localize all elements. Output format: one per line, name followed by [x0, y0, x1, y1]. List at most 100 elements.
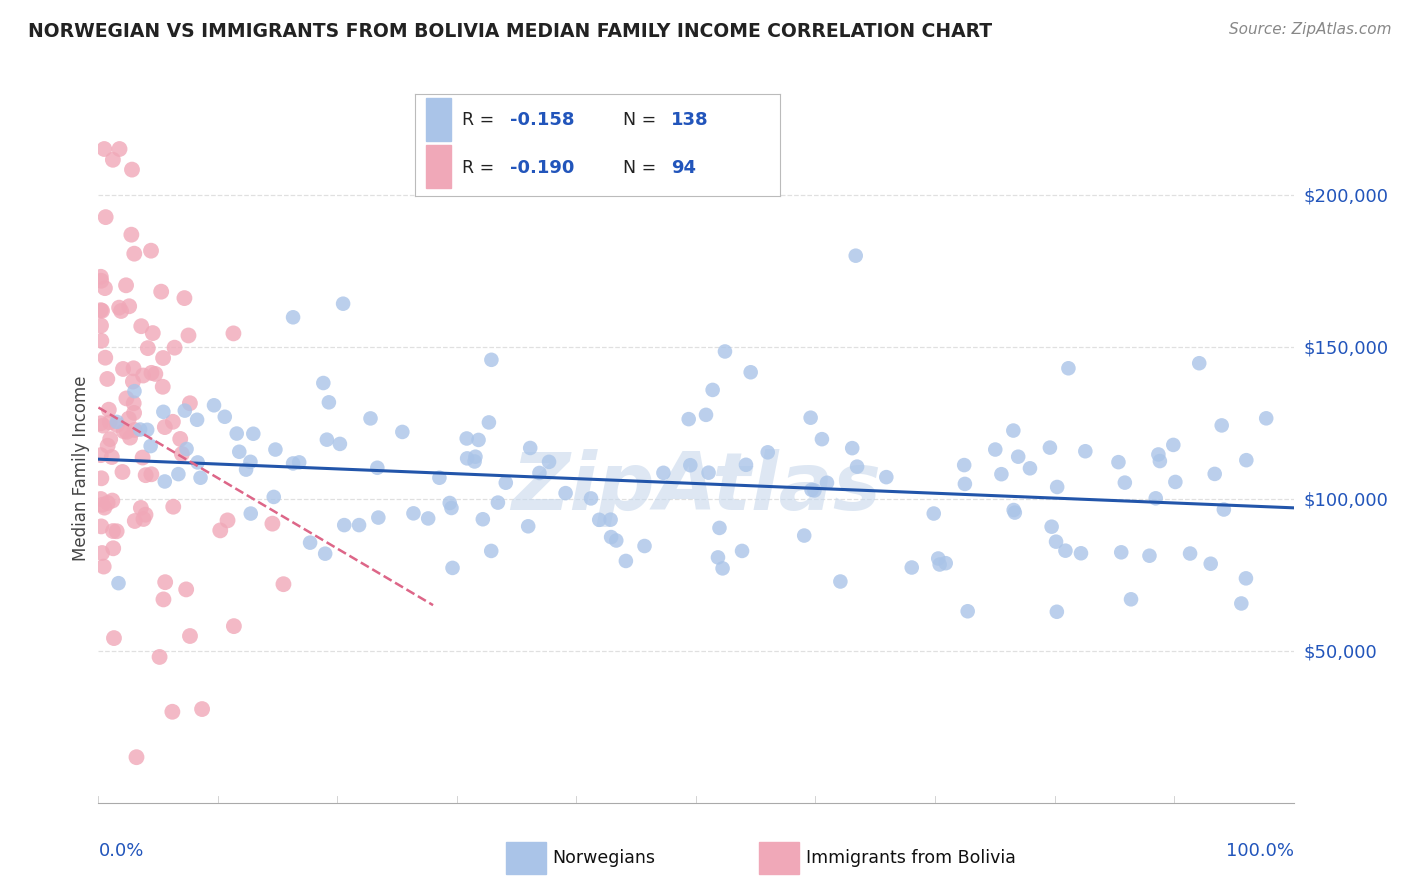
Point [1046, 605, 1069, 619]
Text: ZipAtlas: ZipAtlas [510, 450, 882, 527]
Point [124, 423, 146, 437]
Point [152, 405, 174, 419]
Point [956, 604, 979, 618]
Point [402, 507, 425, 521]
Point [141, 467, 163, 482]
Point [927, 551, 949, 566]
Point [709, 521, 731, 535]
Point [97, 402, 120, 417]
Point [367, 510, 389, 524]
Point [314, 547, 336, 561]
Point [1019, 461, 1042, 475]
Point [439, 496, 461, 510]
Point [740, 365, 762, 379]
Point [1114, 475, 1136, 490]
Point [107, 576, 129, 591]
Point [281, 457, 304, 471]
Text: -0.158: -0.158 [510, 112, 574, 129]
Point [537, 455, 560, 469]
Point [735, 458, 758, 472]
Point [815, 475, 838, 490]
Point [122, 396, 145, 410]
Point [329, 437, 352, 451]
Point [163, 341, 186, 355]
Point [91, 498, 114, 512]
Point [679, 458, 702, 473]
Point [115, 392, 138, 406]
Point [129, 319, 152, 334]
Point [239, 455, 262, 469]
Point [222, 326, 245, 341]
Point [136, 341, 159, 355]
Point [136, 423, 159, 437]
Point [209, 524, 232, 538]
Point [134, 508, 156, 522]
Text: Source: ZipAtlas.com: Source: ZipAtlas.com [1229, 22, 1392, 37]
Point [179, 629, 201, 643]
Point [115, 425, 138, 439]
Point [519, 441, 541, 455]
Point [132, 368, 155, 383]
Point [112, 424, 135, 438]
Point [1046, 480, 1069, 494]
Point [108, 142, 131, 156]
Point [1230, 597, 1253, 611]
Point [1057, 361, 1080, 376]
Point [153, 575, 176, 590]
Point [312, 376, 335, 390]
Point [150, 285, 173, 299]
Point [711, 561, 734, 575]
Point [928, 558, 950, 572]
Point [174, 582, 197, 597]
Point [148, 649, 170, 664]
Text: R =: R = [463, 159, 501, 177]
Point [1204, 467, 1226, 481]
Text: 138: 138 [671, 112, 709, 129]
Point [697, 466, 720, 480]
Point [120, 227, 142, 242]
Point [103, 631, 125, 645]
Point [1054, 543, 1077, 558]
Point [242, 426, 264, 441]
Point [273, 577, 295, 591]
Point [101, 153, 124, 167]
Point [235, 462, 257, 476]
Point [90, 303, 112, 318]
Point [118, 299, 141, 313]
Point [170, 447, 193, 461]
Point [202, 398, 225, 412]
Point [179, 396, 201, 410]
Point [1045, 534, 1067, 549]
Point [124, 514, 146, 528]
Point [486, 495, 509, 509]
Point [111, 465, 134, 479]
Point [1164, 475, 1187, 489]
Point [1119, 592, 1142, 607]
Point [96, 372, 118, 386]
Point [1149, 454, 1171, 468]
Point [93, 500, 115, 515]
Point [217, 513, 239, 527]
Point [456, 432, 478, 446]
Point [1211, 418, 1233, 433]
Point [135, 468, 157, 483]
Point [162, 705, 184, 719]
Point [139, 439, 162, 453]
Point [132, 512, 155, 526]
Point [90, 318, 112, 333]
Point [1234, 571, 1257, 585]
Point [122, 375, 145, 389]
Point [281, 310, 304, 325]
Point [222, 619, 245, 633]
Point [1002, 424, 1025, 438]
Point [366, 460, 388, 475]
Point [707, 550, 730, 565]
Point [90, 269, 112, 284]
Point [1212, 502, 1234, 516]
Point [479, 544, 502, 558]
Point [440, 500, 463, 515]
Point [1147, 447, 1170, 461]
Point [143, 367, 166, 381]
Point [731, 544, 754, 558]
Point [186, 413, 208, 427]
